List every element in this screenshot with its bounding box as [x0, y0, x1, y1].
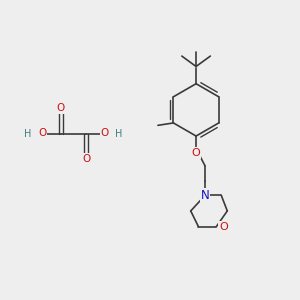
- Text: O: O: [82, 154, 90, 164]
- Text: O: O: [192, 148, 200, 158]
- Text: N: N: [201, 189, 209, 202]
- Text: H: H: [115, 129, 122, 139]
- Text: H: H: [25, 129, 32, 139]
- Text: O: O: [57, 103, 65, 113]
- Text: O: O: [100, 128, 109, 138]
- Text: O: O: [38, 128, 46, 138]
- Text: O: O: [219, 222, 228, 232]
